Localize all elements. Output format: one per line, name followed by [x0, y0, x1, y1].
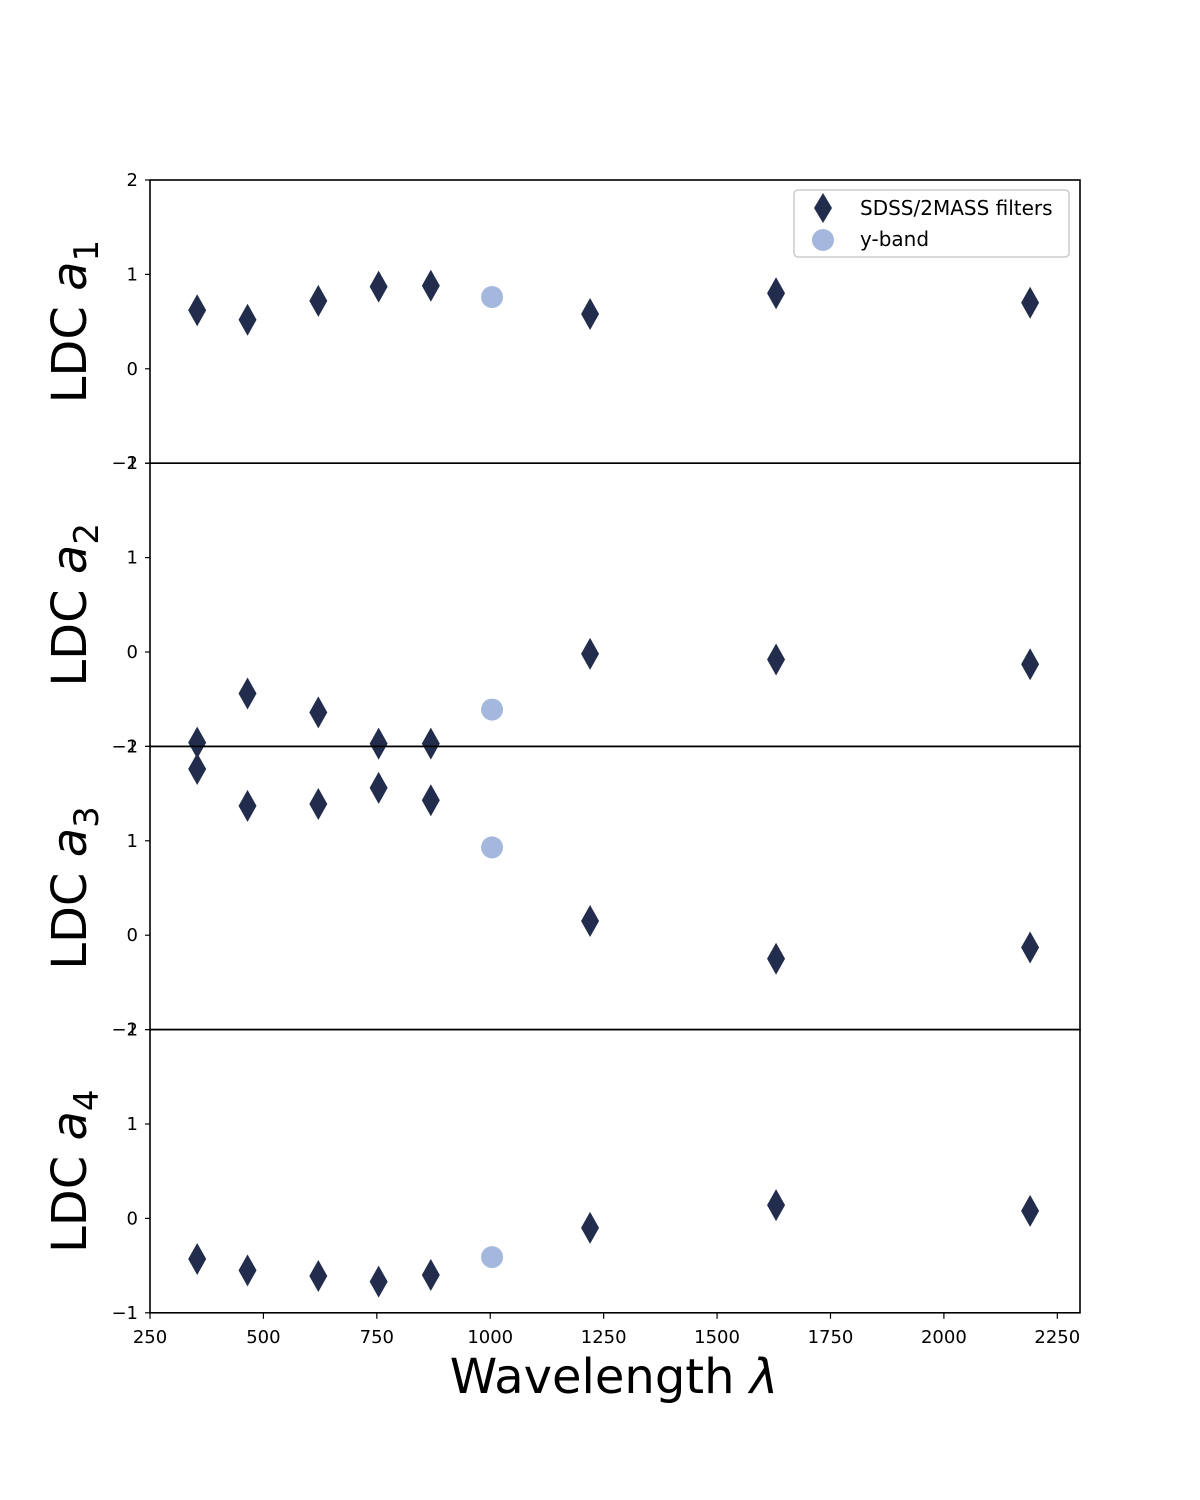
shared-x-axis: 250 500 750 1000 1250 1500 1750 2000 2250 — [133, 1312, 1080, 1348]
y-axis-label: LDC a2 — [42, 523, 107, 687]
data-point-sdss-2mass — [581, 298, 600, 331]
y-axis-label-symbol: a — [42, 261, 98, 290]
panel-frame — [149, 1028, 1081, 1314]
data-point-sdss-2mass — [767, 1189, 786, 1222]
legend-marker-circle — [812, 229, 834, 251]
data-point-sdss-2mass — [188, 753, 207, 786]
data-point-y-band — [481, 698, 504, 721]
data-point-sdss-2mass — [238, 303, 257, 336]
y-tick-label: 1 — [127, 548, 138, 569]
x-tick-label: 500 — [246, 1327, 280, 1348]
y-tick-label: 2 — [127, 1020, 138, 1041]
data-point-sdss-2mass — [238, 1254, 257, 1287]
data-point-sdss-2mass — [767, 643, 786, 676]
data-point-sdss-2mass — [369, 771, 388, 804]
data-point-sdss-2mass — [238, 677, 257, 710]
y-tick-label: −1 — [111, 453, 138, 474]
data-point-sdss-2mass — [188, 294, 207, 327]
y-axis-label-text: LDC — [42, 1140, 98, 1252]
y-axis-label-text: LDC — [42, 291, 98, 403]
y-tick-label: 1 — [127, 1114, 138, 1135]
data-point-sdss-2mass — [188, 1242, 207, 1275]
data-point-sdss-2mass — [1021, 648, 1040, 681]
data-point-sdss-2mass — [421, 269, 440, 302]
x-tick-label: 2000 — [921, 1327, 967, 1348]
y-tick-label: 1 — [127, 264, 138, 285]
y-axis-label: LDC a1 — [42, 240, 107, 404]
data-point-y-band — [481, 836, 504, 859]
y-tick-label: 0 — [127, 925, 138, 946]
legend-marker-diamond — [814, 193, 832, 223]
data-point-sdss-2mass — [421, 784, 440, 817]
y-tick-label: 2 — [127, 736, 138, 757]
data-point-sdss-2mass — [309, 696, 328, 729]
data-point-sdss-2mass — [767, 942, 786, 975]
legend-label: SDSS/2MASS filters — [860, 196, 1053, 220]
y-axis-label: LDC a4 — [42, 1089, 107, 1253]
y-axis-label-subscript: 3 — [67, 806, 107, 828]
legend: SDSS/2MASS filters y-band — [793, 189, 1070, 258]
data-point-sdss-2mass — [581, 1211, 600, 1244]
y-tick-label: −1 — [111, 736, 138, 757]
y-tick-label: 0 — [127, 642, 138, 663]
y-tick-label: 0 — [127, 359, 138, 380]
y-axis-label-subscript: 4 — [67, 1089, 107, 1111]
data-point-sdss-2mass — [1021, 1194, 1040, 1227]
x-tick-label: 1000 — [467, 1327, 513, 1348]
y-axis-label-subscript: 1 — [67, 240, 107, 262]
x-axis-label-text: Wavelength — [450, 1349, 750, 1405]
data-point-sdss-2mass — [581, 637, 600, 670]
y-axis-label-text: LDC — [42, 857, 98, 969]
data-point-sdss-2mass — [421, 1259, 440, 1292]
y-tick-label: 2 — [127, 170, 138, 191]
data-point-sdss-2mass — [309, 787, 328, 820]
legend-label: y-band — [860, 227, 929, 251]
data-point-sdss-2mass — [1021, 286, 1040, 319]
y-tick-label: −1 — [111, 1303, 138, 1324]
x-axis-label-symbol: λ — [747, 1349, 778, 1405]
y-tick-label: 1 — [127, 831, 138, 852]
y-tick-label: −1 — [111, 1020, 138, 1041]
data-point-sdss-2mass — [369, 727, 388, 760]
data-point-sdss-2mass — [309, 284, 328, 317]
y-axis-label-symbol: a — [42, 545, 98, 574]
y-tick-label: 2 — [127, 453, 138, 474]
data-point-sdss-2mass — [1021, 931, 1040, 964]
x-tick-label: 250 — [133, 1327, 167, 1348]
y-axis-label-symbol: a — [42, 828, 98, 857]
data-point-sdss-2mass — [369, 270, 388, 303]
y-axis-label-subscript: 2 — [67, 523, 107, 545]
data-point-y-band — [481, 1246, 504, 1269]
panel-4: −1 0 1 2 LDC a4 — [42, 1020, 1081, 1324]
data-point-sdss-2mass — [188, 726, 207, 759]
legend-box — [793, 189, 1070, 258]
data-point-sdss-2mass — [309, 1259, 328, 1292]
panel-3: −1 0 1 2 LDC a3 — [42, 736, 1081, 1041]
data-point-sdss-2mass — [581, 905, 600, 938]
y-axis-label: LDC a3 — [42, 806, 107, 970]
x-axis-label: Wavelength λ — [450, 1349, 778, 1405]
x-tick-label: 1750 — [808, 1327, 854, 1348]
data-point-sdss-2mass — [421, 727, 440, 760]
data-point-y-band — [481, 286, 504, 309]
data-point-sdss-2mass — [767, 277, 786, 310]
x-tick-label: 1250 — [581, 1327, 627, 1348]
y-axis-label-symbol: a — [42, 1111, 98, 1140]
y-axis-label-text: LDC — [42, 574, 98, 686]
x-tick-label: 1500 — [694, 1327, 740, 1348]
x-tick-label: 750 — [360, 1327, 394, 1348]
data-point-sdss-2mass — [238, 789, 257, 822]
data-point-sdss-2mass — [369, 1265, 388, 1298]
y-tick-label: 0 — [127, 1208, 138, 1229]
x-tick-label: 2250 — [1034, 1327, 1080, 1348]
